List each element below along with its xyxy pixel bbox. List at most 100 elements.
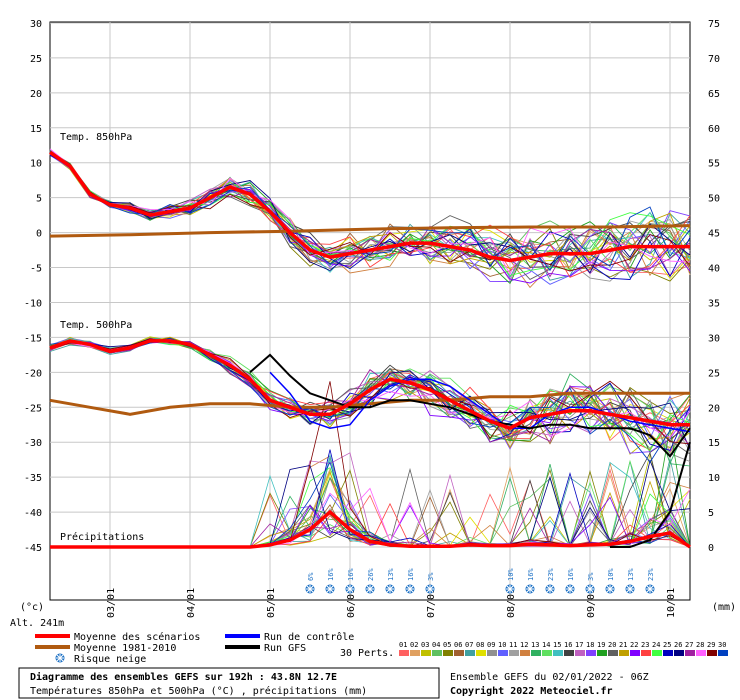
snowflake-icon bbox=[645, 584, 655, 594]
date-axis: 03/01 04/01 05/01 06/01 07/01 08/01 09/01 10/01 bbox=[106, 588, 677, 618]
snowflake-icon bbox=[305, 584, 315, 594]
grid bbox=[50, 22, 690, 600]
snow-risk-pct: 23% bbox=[647, 568, 655, 581]
perturbation-number: 22 bbox=[630, 641, 638, 649]
perturbation-number: 12 bbox=[520, 641, 528, 649]
footer-box bbox=[18, 667, 440, 699]
perturbation-swatch bbox=[707, 650, 717, 656]
perturbation-swatch bbox=[630, 650, 640, 656]
perturbation-number: 28 bbox=[696, 641, 704, 649]
legend-perts-label: 30 Perts. bbox=[340, 648, 394, 659]
left-tick-label: -40 bbox=[24, 508, 42, 519]
snowflake-icon bbox=[565, 584, 575, 594]
left-tick-label: 25 bbox=[30, 54, 42, 65]
mean-850-line bbox=[49, 150, 690, 263]
perturbation-swatch bbox=[432, 650, 442, 656]
footer-copyright: Copyright 2022 Meteociel.fr bbox=[450, 685, 613, 697]
right-tick-label: 20 bbox=[708, 403, 720, 414]
left-axis: 30 25 20 15 10 5 0 -5 -10 -15 -20 -25 -30 -35 -40 -45 bbox=[24, 19, 42, 554]
perturbation-number: 07 bbox=[465, 641, 473, 649]
perturbation-line bbox=[49, 152, 691, 278]
snow-risk-pct: 10% bbox=[607, 568, 615, 581]
climatology-500-line bbox=[49, 391, 690, 416]
perturbation-number: 10 bbox=[498, 641, 506, 649]
right-tick-label: 45 bbox=[708, 229, 720, 240]
snow-risk-pct: 13% bbox=[387, 568, 395, 581]
snowflake-icon bbox=[525, 584, 535, 594]
mean-500-line bbox=[49, 339, 690, 431]
snowflake-icon bbox=[605, 584, 615, 594]
right-tick-label: 65 bbox=[708, 89, 720, 100]
perturbation-number: 23 bbox=[641, 641, 649, 649]
left-tick-label: -45 bbox=[24, 543, 42, 554]
perturbation-number: 17 bbox=[575, 641, 583, 649]
perturbation-number: 02 bbox=[410, 641, 418, 649]
perturbation-line bbox=[49, 151, 691, 274]
snowflake-icon bbox=[55, 653, 65, 663]
perturbation-number: 26 bbox=[674, 641, 682, 649]
left-tick-label: -35 bbox=[24, 473, 42, 484]
snow-risk-pct: 16% bbox=[527, 568, 535, 581]
left-tick-label: -25 bbox=[24, 403, 42, 414]
snow-risk-pct: 13% bbox=[627, 568, 635, 581]
snowflake-icon bbox=[425, 584, 435, 594]
right-unit-label: (mm) bbox=[712, 602, 736, 613]
perturbation-swatch bbox=[410, 650, 420, 656]
right-tick-label: 0 bbox=[708, 543, 714, 554]
date-tick-label: 10/01 bbox=[666, 588, 677, 618]
perturbation-swatch bbox=[553, 650, 563, 656]
perturbation-number: 18 bbox=[586, 641, 594, 649]
snow-risk-pct: 16% bbox=[407, 568, 415, 581]
perturbation-swatch bbox=[674, 650, 684, 656]
snowflake-icon bbox=[545, 584, 555, 594]
snowflake-icon bbox=[365, 584, 375, 594]
perturbation-number: 06 bbox=[454, 641, 462, 649]
perturbation-number: 24 bbox=[652, 641, 660, 649]
legend-mean-label: Moyenne des scénarios bbox=[74, 631, 200, 643]
perturbation-swatch bbox=[454, 650, 464, 656]
date-tick-label: 09/01 bbox=[586, 588, 597, 618]
right-tick-label: 50 bbox=[708, 194, 720, 205]
perturbation-number: 21 bbox=[619, 641, 627, 649]
perturbation-number: 14 bbox=[542, 641, 550, 649]
right-tick-label: 30 bbox=[708, 333, 720, 344]
snow-risk-pct: 16% bbox=[567, 568, 575, 581]
perturbation-swatch bbox=[498, 650, 508, 656]
mean-precip-line bbox=[50, 509, 692, 549]
legend-gfs-label: Run GFS bbox=[264, 643, 306, 654]
perturbation-swatch bbox=[542, 650, 552, 656]
perturbation-legend: 01 02 03 04 05 06 07 08 09 10 11 12 13 14 15 16 17 18 19 20… bbox=[399, 641, 728, 656]
snowflake-icon bbox=[505, 584, 515, 594]
legend: Moyenne des scénarios Moyenne 1981-2010 … bbox=[35, 631, 728, 665]
date-tick-label: 07/01 bbox=[426, 588, 437, 618]
perturbation-swatch bbox=[597, 650, 607, 656]
perturbation-number: 08 bbox=[476, 641, 484, 649]
perturbation-swatch bbox=[718, 650, 728, 656]
snow-risk-pct: 16% bbox=[347, 568, 355, 581]
perturbation-swatch bbox=[520, 650, 530, 656]
right-tick-label: 25 bbox=[708, 368, 720, 379]
perturbation-number: 01 bbox=[399, 641, 407, 649]
snow-risk-pct: 6% bbox=[307, 572, 315, 581]
plot-frame bbox=[49, 21, 691, 601]
climatology-850-line bbox=[49, 224, 691, 238]
perturbation-number: 30 bbox=[718, 641, 726, 649]
label-precip: Précipitations bbox=[60, 531, 144, 543]
label-t500: Temp. 500hPa bbox=[60, 320, 132, 331]
perturbation-swatch bbox=[652, 650, 662, 656]
snow-risk-markers: 6% 16% 16% 26% 13% 16% 3% 10% 16% 23% 16% 3% 10% 13% 2… bbox=[305, 568, 655, 594]
perturbation-swatch bbox=[696, 650, 706, 656]
right-tick-label: 15 bbox=[708, 438, 720, 449]
perturbation-swatch bbox=[641, 650, 651, 656]
right-tick-label: 75 bbox=[708, 19, 720, 30]
perturbation-number: 15 bbox=[553, 641, 561, 649]
right-tick-label: 10 bbox=[708, 473, 720, 484]
perturbation-swatch bbox=[586, 650, 596, 656]
right-tick-label: 35 bbox=[708, 298, 720, 309]
perturbation-number: 20 bbox=[608, 641, 616, 649]
perturbation-swatch bbox=[564, 650, 574, 656]
snow-risk-pct: 23% bbox=[547, 568, 555, 581]
right-tick-label: 40 bbox=[708, 264, 720, 275]
perturbation-swatch bbox=[509, 650, 519, 656]
snow-risk-pct: 16% bbox=[327, 568, 335, 581]
